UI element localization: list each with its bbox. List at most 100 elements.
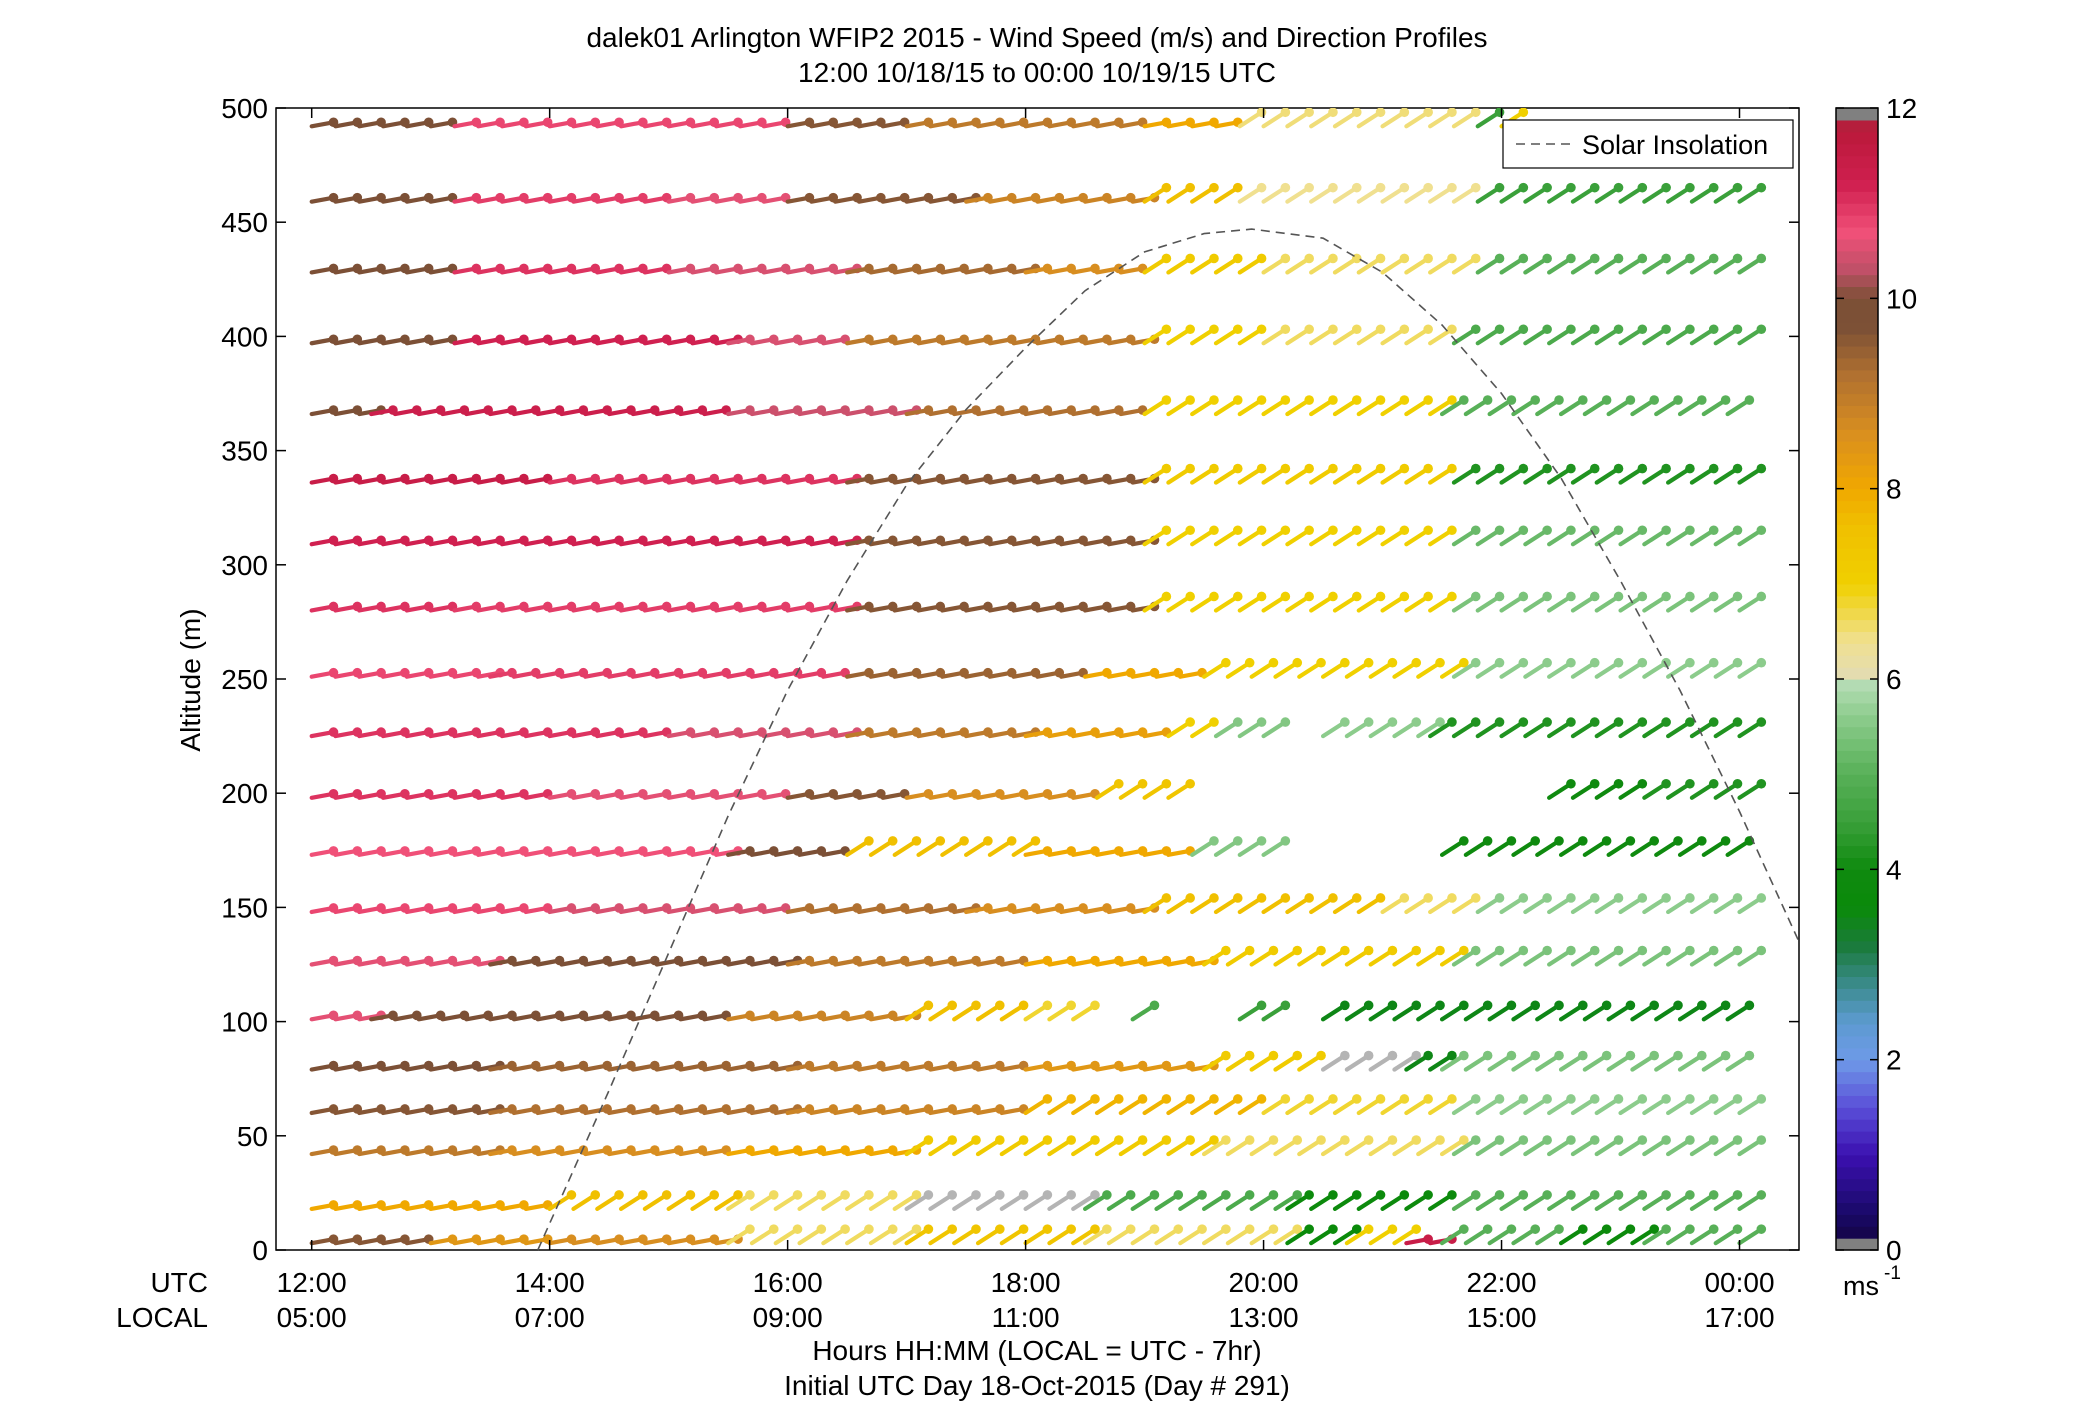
colorbar-band (1836, 928, 1878, 942)
wind-barb-point (1423, 1190, 1433, 1200)
wind-barb-point (1685, 893, 1695, 903)
wind-barb-point (1316, 657, 1326, 668)
wind-barb-point (1256, 253, 1267, 264)
colorbar-band (1836, 179, 1878, 192)
wind-barb-point (1494, 324, 1505, 335)
wind-barb-point (792, 1224, 803, 1234)
wind-barb-point (1351, 1224, 1362, 1234)
wind-barb-point (923, 1135, 934, 1145)
wind-barb-point (1280, 253, 1291, 264)
wind-barb-point (1387, 1050, 1398, 1061)
wind-barb-point (1351, 1094, 1362, 1104)
wind-barb-point (1566, 893, 1576, 903)
wind-barb-point (1744, 1050, 1755, 1061)
wind-barb-point (1530, 836, 1541, 846)
colorbar-tick-label: 0 (1886, 1235, 1902, 1266)
wind-barb-point (1470, 1135, 1481, 1145)
wind-barb-point (1066, 1224, 1076, 1234)
wind-barb-point (1018, 1135, 1029, 1145)
wind-barb-point (1185, 324, 1195, 335)
wind-barb-point (1209, 893, 1219, 903)
wind-barb-point (1244, 1224, 1255, 1234)
wind-barb-point (1578, 836, 1588, 846)
wind-barb-point (1423, 525, 1433, 536)
wind-barb-point (923, 1190, 934, 1200)
colorbar-tick-label: 2 (1886, 1045, 1902, 1076)
wind-barb-point (1625, 836, 1636, 846)
colorbar-band (1836, 786, 1878, 799)
wind-barb-point (1566, 778, 1576, 789)
colorbar-band (1836, 714, 1878, 728)
wind-barb-point (1435, 657, 1445, 668)
wind-barb-point (1232, 1094, 1243, 1104)
colorbar-band (1836, 524, 1878, 537)
colorbar-band (1836, 1107, 1878, 1120)
wind-barb-point (887, 836, 898, 846)
wind-barb-point (1113, 1135, 1124, 1145)
wind-barb-point (1518, 717, 1529, 727)
wind-barb-point (1494, 182, 1505, 193)
colorbar-band (1836, 595, 1878, 609)
wind-barb-point (1566, 591, 1576, 602)
colorbar-band (1836, 774, 1878, 787)
wind-barb-point (1494, 893, 1505, 903)
wind-barb-point (1185, 463, 1195, 474)
wind-barb-point (1399, 1190, 1410, 1200)
colorbar-band (1836, 619, 1878, 633)
wind-barb-point (1494, 1135, 1505, 1145)
x-tick-label-local: 15:00 (1467, 1302, 1537, 1333)
x-tick-label-local: 11:00 (992, 1302, 1060, 1333)
wind-barb-point (911, 1224, 922, 1234)
y-tick-label: 0 (252, 1235, 268, 1266)
wind-barb-point (1209, 182, 1219, 193)
wind-barb-point (1209, 253, 1219, 264)
wind-barb-point (1304, 1190, 1314, 1200)
wind-barb-point (1304, 525, 1314, 536)
wind-barb-point (1649, 1000, 1660, 1011)
colorbar-band (1836, 334, 1878, 347)
wind-barb-point (1006, 836, 1017, 846)
colorbar-band (1836, 131, 1878, 145)
wind-barb-point (1470, 893, 1481, 903)
colorbar-band (1836, 1214, 1878, 1227)
wind-barb-point (1149, 1224, 1160, 1234)
wind-barb-point (1268, 657, 1279, 668)
wind-barb-point (1018, 1000, 1029, 1011)
wind-barb-point (1411, 1050, 1422, 1061)
wind-barb-point (1708, 717, 1719, 727)
colorbar-band (1836, 1023, 1878, 1037)
wind-barb-point (1756, 717, 1767, 727)
wind-barb-point (1447, 324, 1457, 335)
wind-barb-point (1756, 1190, 1767, 1200)
wind-barb-point (1256, 395, 1267, 405)
colorbar-band (1836, 108, 1878, 121)
wind-barb-point (1673, 395, 1683, 405)
wind-barb-point (1685, 253, 1695, 264)
wind-barb-point (1554, 836, 1564, 846)
wind-barb-point (1423, 253, 1433, 264)
wind-barb-point (1185, 525, 1195, 536)
wind-barb-point (1351, 395, 1362, 405)
wind-barb-point (1375, 182, 1386, 193)
wind-barb-point (1351, 182, 1362, 193)
wind-barb-point (1113, 1094, 1124, 1104)
wind-barb-point (1232, 893, 1243, 903)
wind-barb-point (816, 1190, 827, 1200)
wind-barb-point (1482, 1050, 1493, 1061)
colorbar-band (1836, 1142, 1878, 1156)
wind-barb-point (887, 1190, 898, 1200)
wind-barb-point (1399, 893, 1410, 903)
colorbar-band (1836, 940, 1878, 954)
wind-barb-point (1732, 657, 1743, 668)
wind-barb-point (1197, 1224, 1207, 1234)
wind-barb-point (1637, 525, 1648, 536)
wind-barb-point (1363, 945, 1374, 956)
wind-barb-point (1708, 253, 1719, 264)
wind-barb-point (1209, 836, 1219, 846)
wind-barb-point (1113, 778, 1124, 789)
wind-barb-point (923, 1224, 934, 1234)
wind-barb-point (733, 1190, 743, 1200)
colorbar-band (1836, 1190, 1878, 1204)
wind-barb-point (1756, 463, 1767, 474)
wind-barb-point (1708, 1224, 1719, 1234)
